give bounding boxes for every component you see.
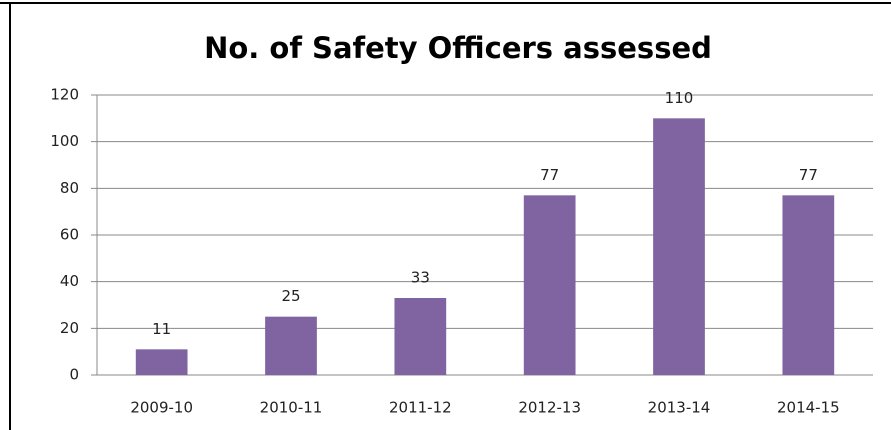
- data-label: 77: [540, 166, 559, 184]
- y-tick-label: 60: [60, 226, 79, 244]
- x-tick-label: 2013-14: [648, 399, 711, 417]
- bar: [135, 349, 188, 375]
- x-tick-label: 2009-10: [130, 399, 193, 417]
- data-label: 77: [799, 166, 818, 184]
- y-tick-label: 0: [69, 366, 79, 384]
- bar: [653, 118, 705, 375]
- bar: [523, 195, 576, 375]
- chart-title: No. of Safety Officers assessed: [204, 31, 712, 65]
- x-tick-label: 2014-15: [777, 399, 840, 417]
- data-label: 33: [411, 269, 430, 287]
- y-tick-label: 80: [60, 179, 79, 197]
- data-label: 110: [665, 89, 694, 107]
- y-tick-label: 40: [60, 272, 79, 290]
- x-tick-label: 2011-12: [389, 399, 452, 417]
- x-tick-label: 2012-13: [518, 399, 581, 417]
- x-tick-label: 2010-11: [260, 399, 323, 417]
- y-tick-label: 20: [60, 319, 79, 337]
- bar: [782, 195, 835, 375]
- y-tick-label: 120: [50, 86, 79, 104]
- bar: [265, 316, 317, 375]
- y-tick-label: 100: [50, 132, 79, 150]
- data-label: 25: [281, 287, 300, 305]
- data-label: 11: [152, 320, 171, 338]
- bar: [394, 298, 447, 375]
